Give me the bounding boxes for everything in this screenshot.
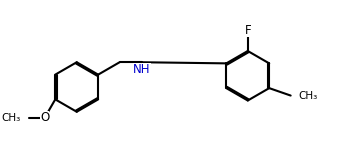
Text: CH₃: CH₃ (1, 113, 20, 123)
Text: CH₃: CH₃ (298, 90, 318, 101)
Text: NH: NH (133, 63, 151, 76)
Text: O: O (40, 111, 49, 124)
Text: F: F (244, 24, 251, 37)
